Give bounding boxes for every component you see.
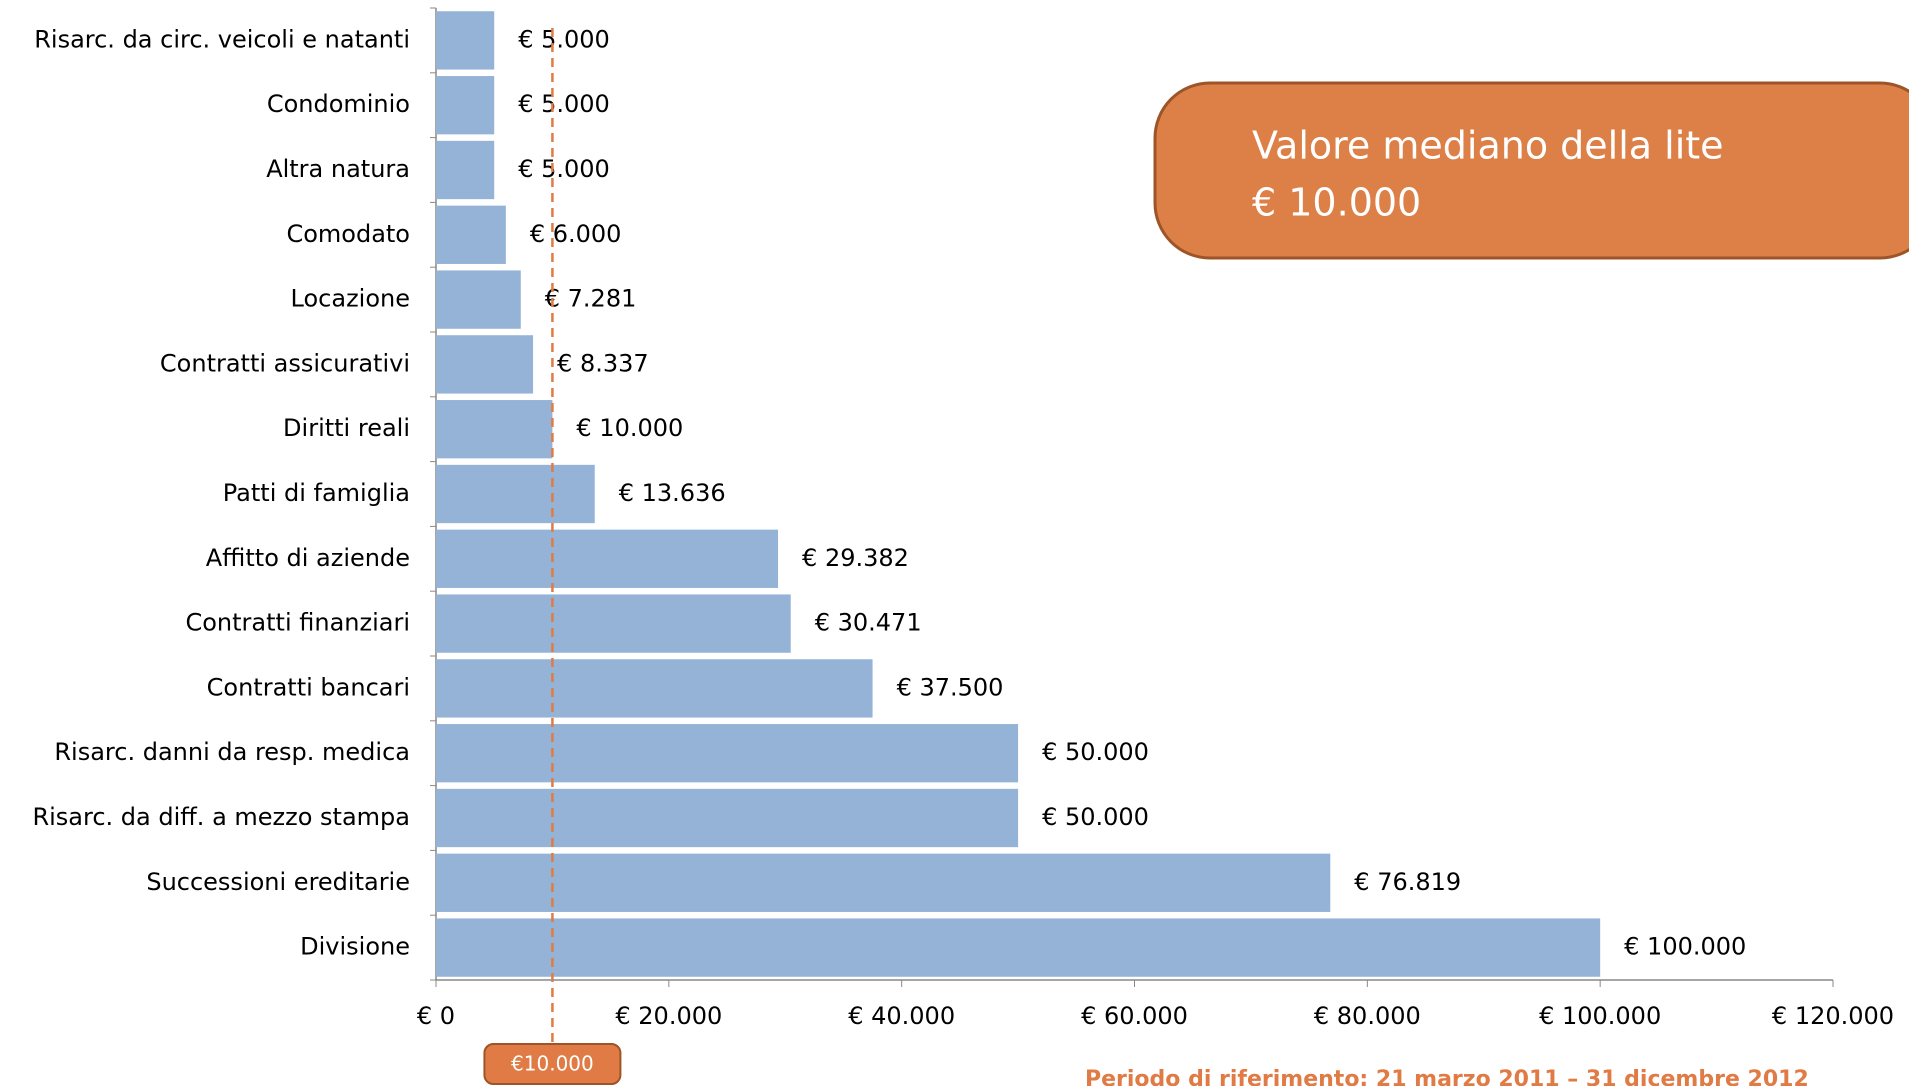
y-tick-label: Risarc. da circ. veicoli e natanti [34,25,410,53]
bar [436,464,595,524]
bar [436,788,1019,848]
y-tick-label: Diritti reali [283,414,410,442]
callout-title: Valore mediano della lite [1252,124,1724,168]
y-tick-label: Affitto di aziende [206,544,410,572]
value-label: € 100.000 [1624,933,1746,961]
y-tick-label: Successioni ereditarie [146,868,410,896]
y-tick-label: Locazione [291,285,410,313]
value-label: € 8.337 [557,349,649,377]
y-tick-label: Altra natura [266,155,410,183]
value-label: € 76.819 [1354,868,1461,896]
value-label: € 13.636 [619,479,726,507]
bar [436,400,553,459]
value-label: € 37.500 [897,673,1004,701]
value-label: € 5.000 [518,90,610,118]
bar [436,594,791,653]
y-tick-label: Contratti bancari [207,673,410,701]
x-tick-label: € 120.000 [1772,1002,1894,1030]
bar [436,853,1331,912]
value-label: € 5.000 [518,25,610,53]
y-tick-label: Contratti finanziari [185,609,410,637]
bar [436,529,779,588]
value-label: € 29.382 [802,544,909,572]
bar [436,140,495,200]
bar [436,270,521,329]
bar [436,724,1019,783]
y-tick-label: Risarc. da diff. a mezzo stampa [32,803,410,831]
bar [436,205,506,264]
median-label: €10.000 [511,1052,594,1076]
y-tick-label: Divisione [300,933,410,961]
x-tick-label: € 100.000 [1539,1002,1661,1030]
bar [436,76,495,135]
value-label: € 6.000 [530,220,622,248]
x-tick-label: € 40.000 [848,1002,955,1030]
bar [436,918,1601,977]
callout-box [1153,81,1909,260]
x-tick-label: € 60.000 [1081,1002,1188,1030]
bar [436,659,873,718]
median-box [483,1043,622,1085]
value-label: € 30.471 [815,609,922,637]
x-tick-label: € 0 [417,1002,455,1030]
x-tick-label: € 20.000 [615,1002,722,1030]
callout-value: € 10.000 [1252,181,1421,225]
value-label: € 5.000 [518,155,610,183]
value-label: € 7.281 [545,285,637,313]
value-label: € 50.000 [1042,738,1149,766]
value-label: € 50.000 [1042,803,1149,831]
y-tick-label: Patti di famiglia [223,479,410,507]
value-label: € 10.000 [576,414,683,442]
bar [436,11,495,70]
y-tick-label: Condominio [267,90,410,118]
y-tick-label: Comodato [286,220,410,248]
x-tick-label: € 80.000 [1314,1002,1421,1030]
y-tick-label: Contratti assicurativi [160,349,410,377]
y-tick-label: Risarc. danni da resp. medica [54,738,410,766]
footnote: Periodo di riferimento: 21 marzo 2011 – … [1085,1067,1809,1086]
bar [436,335,534,394]
